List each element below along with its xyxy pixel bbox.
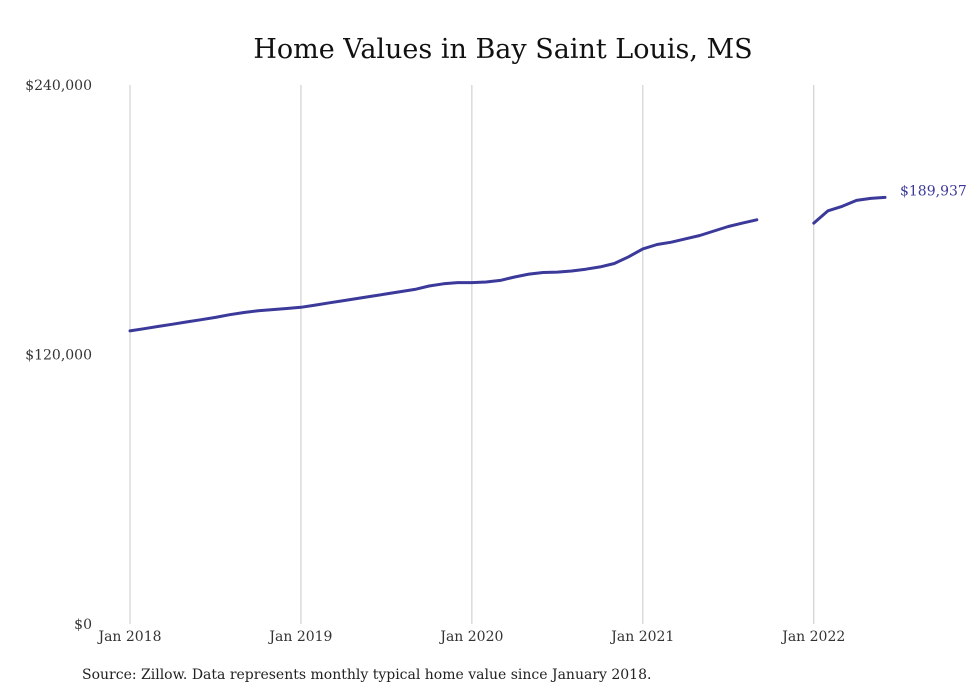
x-tick-label: Jan 2022 [780, 629, 845, 645]
y-tick-label: $240,000 [25, 78, 92, 94]
y-tick-label: $0 [74, 617, 92, 633]
x-tick-label: Jan 2019 [267, 629, 332, 645]
y-axis: $0 $120,000 $240,000 [25, 78, 92, 633]
x-tick-label: Jan 2018 [96, 629, 161, 645]
grid [129, 85, 815, 624]
y-tick-label: $120,000 [25, 348, 92, 364]
end-value-label: $189,937 [900, 183, 967, 199]
series-group [128, 195, 887, 333]
x-tick-label: Jan 2020 [438, 629, 503, 645]
source-note: Source: Zillow. Data represents monthly … [82, 667, 652, 683]
chart-title: Home Values in Bay Saint Louis, MS [253, 34, 752, 65]
x-tick-label: Jan 2021 [609, 629, 674, 645]
series-line-0 [128, 195, 887, 333]
x-axis: Jan 2018 Jan 2019 Jan 2020 Jan 2021 Jan 2022 [96, 629, 845, 645]
